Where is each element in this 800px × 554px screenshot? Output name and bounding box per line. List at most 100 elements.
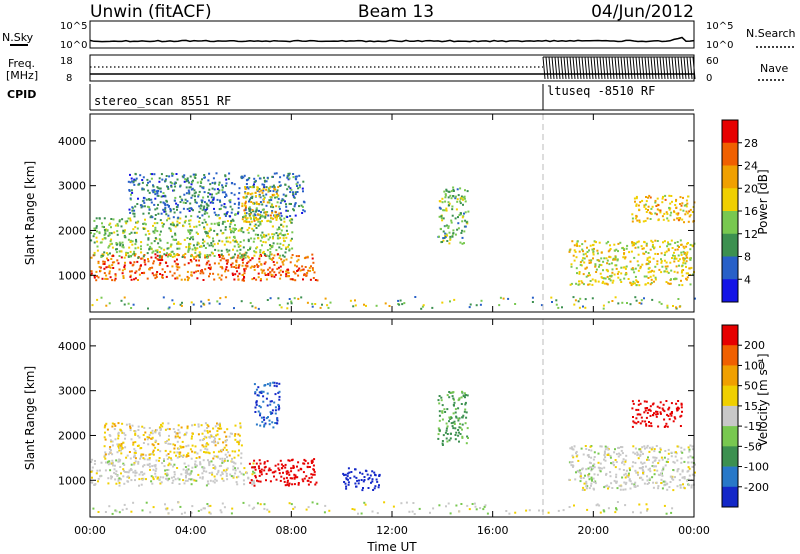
velocity-echo-cell: [659, 412, 662, 415]
velocity-echo-cell: [344, 482, 347, 485]
velocity-echo-cell: [205, 470, 208, 473]
power-echo-cell: [161, 225, 164, 228]
power-echo-cell: [623, 252, 626, 255]
power-echo-cell: [292, 195, 295, 198]
power-echo-cell: [193, 225, 196, 228]
power-echo-cell: [219, 229, 222, 232]
power-echo-cell: [190, 208, 193, 211]
power-echo-cell: [93, 227, 96, 230]
velocity-echo-cell: [278, 382, 281, 385]
power-echo-cell: [255, 209, 258, 212]
power-echo-cell: [255, 195, 257, 198]
power-echo-cell: [178, 274, 181, 277]
velocity-echo-cell: [212, 427, 215, 430]
power-echo-cell: [289, 261, 292, 264]
velocity-echo-cell: [459, 426, 462, 429]
power-echo-cell: [200, 181, 203, 184]
colorbar-swatch: [722, 446, 738, 467]
power-echo-cell: [462, 203, 464, 206]
power-echo-cell: [129, 270, 131, 273]
velocity-echo-cell: [222, 461, 225, 463]
power-echo-cell: [671, 257, 673, 259]
power-echo-cell: [129, 211, 132, 214]
power-echo-cell: [575, 282, 578, 285]
power-echo-cell: [203, 174, 206, 176]
velocity-echo-cell: [134, 471, 137, 474]
velocity-echo-cell: [312, 464, 315, 467]
velocity-echo-cell: [214, 465, 217, 468]
power-echo-cell: [245, 218, 248, 221]
power-echo-cell: [314, 279, 317, 281]
power-echo-cell: [187, 249, 190, 252]
power-echo-cell: [144, 223, 147, 226]
power-echo-cell: [142, 176, 145, 179]
power-echo-cell: [260, 278, 262, 281]
power-echo-cell: [108, 264, 111, 267]
power-echo-cell: [611, 268, 614, 271]
velocity-echo-cell: [225, 444, 228, 447]
power-echo-cell: [439, 227, 442, 230]
power-echo-cell: [271, 175, 274, 178]
velocity-echo-cell: [647, 409, 650, 412]
velocity-echo-cell: [587, 467, 590, 470]
velocity-echo-cell: [676, 485, 679, 488]
velocity-echo-cell: [178, 455, 181, 458]
power-echo-cell: [116, 233, 119, 236]
power-echo-cell: [267, 268, 270, 271]
power-echo-cell: [195, 225, 198, 228]
velocity-echo-cell: [240, 462, 243, 465]
velocity-echo-cell: [474, 505, 477, 508]
velocity-echo-cell: [184, 471, 187, 474]
power-echo-cell: [252, 229, 255, 232]
power-echo-cell: [198, 224, 201, 227]
velocity-echo-cell: [287, 459, 290, 462]
power-echo-cell: [309, 269, 312, 272]
velocity-echo-cell: [303, 477, 306, 480]
power-echo-cell: [99, 266, 102, 269]
power-echo-cell: [132, 228, 135, 231]
velocity-echo-cell: [638, 503, 641, 506]
power-echo-cell: [134, 271, 137, 274]
velocity-echo-cell: [231, 457, 233, 460]
velocity-echo-cell: [103, 436, 106, 439]
power-echo-cell: [293, 205, 296, 208]
velocity-echo-cell: [195, 479, 198, 482]
power-echo-cell: [603, 282, 606, 285]
power-echo-cell: [212, 245, 214, 248]
power-echo-cell: [630, 284, 633, 287]
power-echo-cell: [615, 264, 618, 267]
velocity-echo-cell: [646, 509, 648, 512]
power-echo-cell: [204, 254, 206, 257]
power-echo-cell: [257, 174, 260, 177]
velocity-echo-cell: [167, 453, 170, 455]
velocity-echo-cell: [202, 507, 205, 510]
power-echo-cell: [209, 183, 212, 186]
power-echo-cell: [663, 254, 666, 256]
power-echo-cell: [123, 296, 126, 299]
power-echo-cell: [262, 235, 265, 238]
nave-burst-stroke: [611, 56, 615, 80]
power-echo-cell: [196, 181, 199, 184]
velocity-echo-cell: [667, 448, 670, 451]
power-echo-cell: [263, 235, 266, 238]
velocity-echo-cell: [310, 462, 313, 464]
power-echo-cell: [598, 265, 600, 268]
power-echo-cell: [459, 241, 462, 244]
power-echo-cell: [286, 233, 289, 235]
power-echo-cell: [95, 226, 98, 229]
velocity-echo-cell: [285, 476, 288, 479]
power-echo-cell: [634, 267, 637, 270]
power-echo-cell: [270, 217, 273, 220]
power-echo-cell: [667, 271, 670, 274]
velocity-echo-cell: [658, 459, 661, 462]
power-echo-cell: [685, 260, 688, 263]
velocity-echo-cell: [239, 425, 242, 428]
power-echo-cell: [312, 261, 315, 264]
power-echo-cell: [680, 243, 683, 246]
velocity-echo-cell: [180, 446, 183, 449]
velocity-echo-cell: [636, 454, 639, 457]
y-tick-label: 2000: [58, 224, 86, 237]
power-echo-cell: [572, 296, 575, 299]
power-echo-cell: [680, 271, 683, 274]
power-echo-cell: [256, 202, 258, 205]
